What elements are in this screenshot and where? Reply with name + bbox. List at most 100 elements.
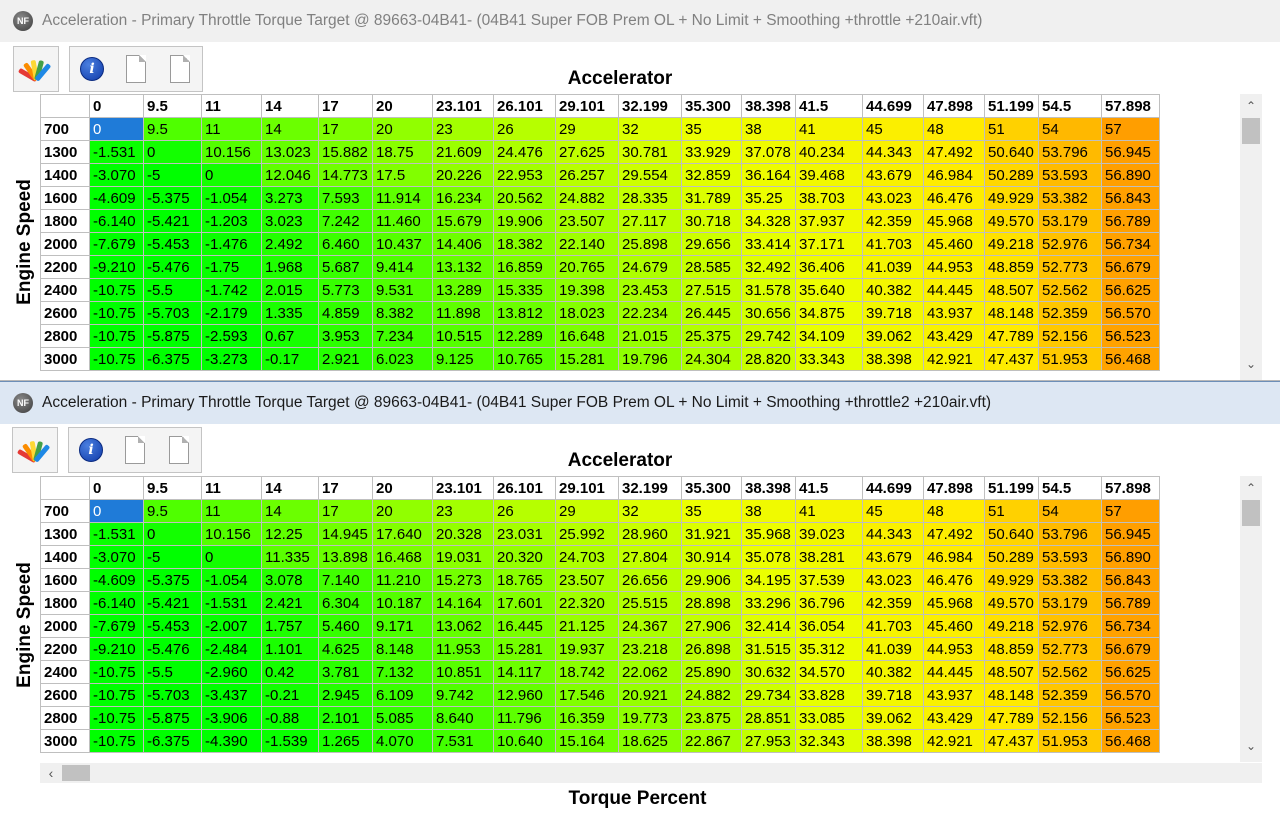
- column-header[interactable]: 47.898: [923, 476, 985, 500]
- table-cell[interactable]: 49.929: [984, 568, 1039, 592]
- column-header[interactable]: 44.699: [862, 94, 924, 118]
- table-cell[interactable]: 35.078: [741, 545, 796, 569]
- table-cell[interactable]: 7.132: [372, 660, 433, 684]
- table-cell[interactable]: 29.742: [741, 324, 796, 348]
- table-cell[interactable]: 2.921: [318, 347, 373, 371]
- table-cell[interactable]: 46.984: [923, 163, 985, 187]
- table-cell[interactable]: 34.875: [795, 301, 863, 325]
- column-header[interactable]: 23.101: [432, 476, 494, 500]
- table-cell[interactable]: 25.375: [681, 324, 742, 348]
- table-cell[interactable]: 33.343: [795, 347, 863, 371]
- table-cell[interactable]: 38: [741, 499, 796, 523]
- table-cell[interactable]: 22.867: [681, 729, 742, 753]
- table-cell[interactable]: 17: [318, 117, 373, 141]
- table-cell[interactable]: 13.023: [261, 140, 319, 164]
- table-cell[interactable]: 18.382: [493, 232, 556, 256]
- row-header[interactable]: 3000: [40, 729, 90, 753]
- table-cell[interactable]: 47.437: [984, 347, 1039, 371]
- scroll-left-icon[interactable]: ‹: [48, 765, 54, 781]
- table-cell[interactable]: 27.625: [555, 140, 619, 164]
- title-bar[interactable]: NF Acceleration - Primary Throttle Torqu…: [0, 0, 1280, 42]
- table-cell[interactable]: 43.937: [923, 683, 985, 707]
- table-cell[interactable]: 56.843: [1101, 568, 1160, 592]
- table-cell[interactable]: 23.507: [555, 209, 619, 233]
- table-cell[interactable]: 24.367: [618, 614, 682, 638]
- table-cell[interactable]: 27.953: [741, 729, 796, 753]
- table-cell[interactable]: -10.75: [89, 278, 144, 302]
- table-cell[interactable]: 5.085: [372, 706, 433, 730]
- table-cell[interactable]: 21.125: [555, 614, 619, 638]
- table-cell[interactable]: 26: [493, 117, 556, 141]
- table-cell[interactable]: -6.140: [89, 209, 144, 233]
- table-cell[interactable]: 0: [89, 499, 144, 523]
- table-cell[interactable]: 32: [618, 117, 682, 141]
- table-cell[interactable]: 19.796: [618, 347, 682, 371]
- column-header[interactable]: 29.101: [555, 94, 619, 118]
- column-header[interactable]: 9.5: [143, 476, 202, 500]
- table-cell[interactable]: 53.382: [1038, 568, 1102, 592]
- table-cell[interactable]: 28.820: [741, 347, 796, 371]
- table-cell[interactable]: 14.945: [318, 522, 373, 546]
- column-header[interactable]: 57.898: [1101, 94, 1160, 118]
- table-cell[interactable]: -5.453: [143, 232, 202, 256]
- table-cell[interactable]: -5.875: [143, 324, 202, 348]
- table-cell[interactable]: 7.593: [318, 186, 373, 210]
- table-cell[interactable]: -0.88: [261, 706, 319, 730]
- column-header[interactable]: 44.699: [862, 476, 924, 500]
- table-cell[interactable]: -4.390: [201, 729, 262, 753]
- table-cell[interactable]: 43.429: [923, 324, 985, 348]
- table-cell[interactable]: 36.406: [795, 255, 863, 279]
- table-cell[interactable]: 11.914: [372, 186, 433, 210]
- table-cell[interactable]: -5.5: [143, 278, 202, 302]
- table-cell[interactable]: 16.445: [493, 614, 556, 638]
- column-header[interactable]: 35.300: [681, 476, 742, 500]
- table-cell[interactable]: 31.578: [741, 278, 796, 302]
- table-cell[interactable]: 23: [432, 499, 494, 523]
- table-cell[interactable]: 4.070: [372, 729, 433, 753]
- table-cell[interactable]: 23.507: [555, 568, 619, 592]
- column-header[interactable]: 23.101: [432, 94, 494, 118]
- row-header[interactable]: 2400: [40, 660, 90, 684]
- table-cell[interactable]: 21.609: [432, 140, 494, 164]
- table-cell[interactable]: 10.156: [201, 522, 262, 546]
- table-cell[interactable]: 53.796: [1038, 522, 1102, 546]
- table-cell[interactable]: 39.718: [862, 301, 924, 325]
- row-header[interactable]: 2400: [40, 278, 90, 302]
- table-cell[interactable]: 52.773: [1038, 255, 1102, 279]
- column-header[interactable]: 26.101: [493, 94, 556, 118]
- table-cell[interactable]: 15.164: [555, 729, 619, 753]
- table-cell[interactable]: 0: [143, 140, 202, 164]
- table-cell[interactable]: 41.703: [862, 614, 924, 638]
- table-cell[interactable]: -2.593: [201, 324, 262, 348]
- table-cell[interactable]: 20: [372, 499, 433, 523]
- table-cell[interactable]: 56.789: [1101, 591, 1160, 615]
- table-cell[interactable]: 31.921: [681, 522, 742, 546]
- table-cell[interactable]: 11.796: [493, 706, 556, 730]
- table-cell[interactable]: 24.882: [555, 186, 619, 210]
- table-cell[interactable]: 49.929: [984, 186, 1039, 210]
- column-header[interactable]: 51.199: [984, 476, 1039, 500]
- table-cell[interactable]: 44.343: [862, 522, 924, 546]
- table-cell[interactable]: 56.734: [1101, 614, 1160, 638]
- table-cell[interactable]: 5.687: [318, 255, 373, 279]
- table-cell[interactable]: 4.859: [318, 301, 373, 325]
- table-cell[interactable]: 5.460: [318, 614, 373, 638]
- table-cell[interactable]: -5.703: [143, 683, 202, 707]
- column-header[interactable]: 20: [372, 476, 433, 500]
- table-cell[interactable]: -10.75: [89, 660, 144, 684]
- table-cell[interactable]: 19.031: [432, 545, 494, 569]
- table-cell[interactable]: 28.960: [618, 522, 682, 546]
- table-cell[interactable]: -2.007: [201, 614, 262, 638]
- table-cell[interactable]: 20.320: [493, 545, 556, 569]
- table-cell[interactable]: 53.593: [1038, 163, 1102, 187]
- table-cell[interactable]: 19.906: [493, 209, 556, 233]
- column-header[interactable]: 38.398: [741, 94, 796, 118]
- table-cell[interactable]: 49.218: [984, 232, 1039, 256]
- table-cell[interactable]: 37.937: [795, 209, 863, 233]
- column-header[interactable]: 57.898: [1101, 476, 1160, 500]
- table-cell[interactable]: 2.015: [261, 278, 319, 302]
- table-cell[interactable]: 56.523: [1101, 706, 1160, 730]
- table-cell[interactable]: 2.945: [318, 683, 373, 707]
- row-header[interactable]: 1600: [40, 568, 90, 592]
- table-cell[interactable]: 11: [201, 117, 262, 141]
